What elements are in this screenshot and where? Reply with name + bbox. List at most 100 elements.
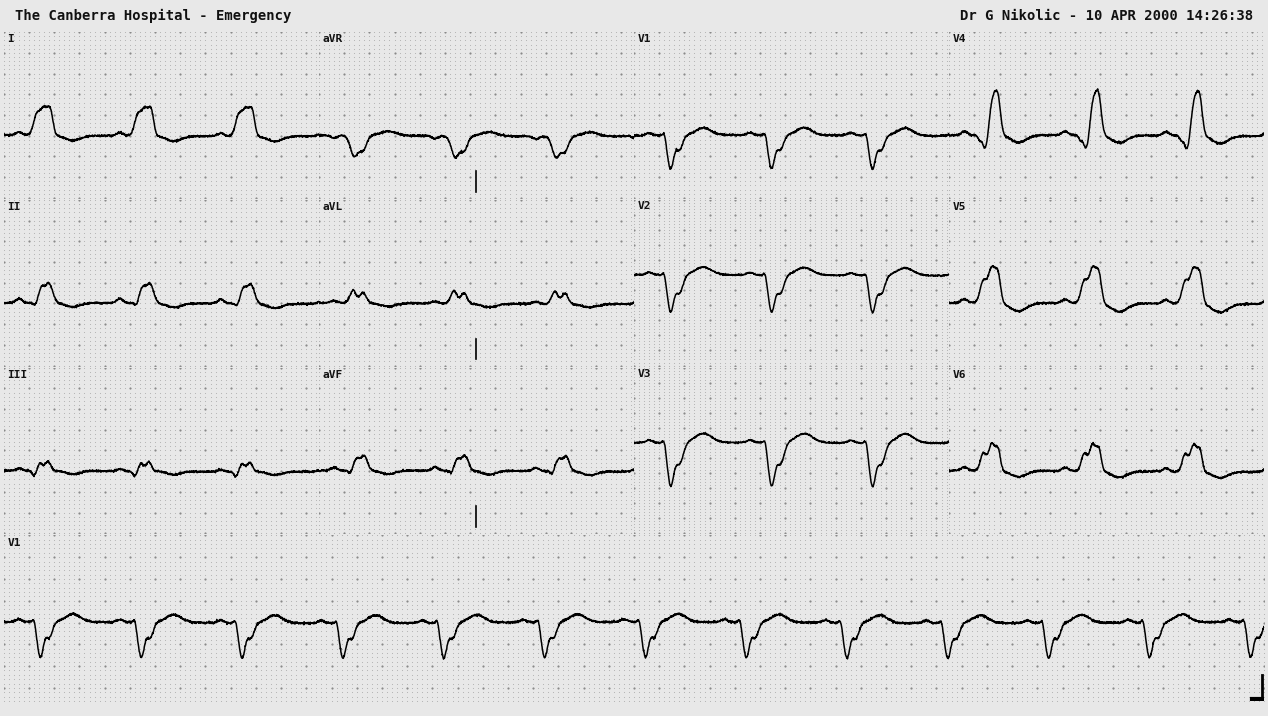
Point [649, 656, 670, 667]
Point [715, 110, 735, 121]
Point [739, 209, 760, 221]
Point [846, 604, 866, 615]
Point [831, 76, 851, 87]
Point [1163, 616, 1183, 628]
Point [951, 652, 971, 663]
Point [1196, 72, 1216, 84]
Point [820, 43, 841, 54]
Point [1252, 273, 1268, 284]
Point [912, 483, 932, 494]
Point [1226, 437, 1246, 448]
Point [611, 198, 631, 210]
Point [954, 331, 974, 342]
Point [34, 560, 55, 571]
Point [297, 326, 317, 338]
Point [216, 674, 236, 685]
Point [24, 92, 44, 104]
Point [1136, 113, 1156, 125]
Point [1211, 302, 1231, 314]
Point [1131, 194, 1151, 205]
Point [226, 273, 246, 284]
Point [1116, 261, 1136, 272]
Point [881, 288, 902, 299]
Point [1101, 352, 1121, 363]
Point [805, 528, 825, 539]
Point [361, 564, 382, 576]
Point [287, 314, 307, 326]
Point [435, 198, 455, 210]
Point [246, 134, 266, 145]
Point [460, 188, 481, 199]
Point [361, 695, 382, 707]
Point [927, 39, 947, 50]
Point [937, 510, 957, 521]
Point [109, 331, 129, 342]
Point [369, 412, 389, 423]
Point [734, 440, 754, 452]
Point [614, 547, 634, 558]
Point [124, 503, 145, 514]
Point [1080, 486, 1101, 498]
Point [150, 440, 170, 452]
Point [165, 64, 185, 75]
Point [1216, 391, 1236, 402]
Point [221, 507, 241, 518]
Point [1146, 261, 1167, 272]
Point [346, 591, 366, 602]
Point [455, 227, 476, 238]
Point [987, 538, 1007, 550]
Point [1060, 223, 1080, 235]
Point [705, 224, 725, 236]
Point [1239, 556, 1259, 567]
Point [49, 403, 70, 415]
Point [581, 188, 601, 199]
Point [1045, 261, 1065, 272]
Point [231, 564, 251, 576]
Point [1075, 277, 1096, 289]
Point [700, 506, 720, 518]
Point [292, 515, 312, 526]
Point [241, 543, 261, 554]
Point [805, 224, 825, 236]
Point [114, 68, 134, 79]
Point [75, 457, 95, 468]
Point [994, 507, 1014, 518]
Point [586, 236, 606, 247]
Point [739, 521, 760, 533]
Point [506, 188, 526, 199]
Point [1078, 660, 1098, 672]
Point [1141, 331, 1161, 342]
Point [1160, 326, 1181, 338]
Point [309, 184, 330, 195]
Point [775, 138, 795, 150]
Point [1111, 35, 1131, 47]
Point [917, 503, 937, 515]
Point [34, 586, 55, 598]
Point [680, 239, 700, 251]
Point [1186, 416, 1206, 427]
Point [705, 197, 725, 208]
Point [964, 519, 984, 531]
Point [555, 343, 576, 354]
Point [1129, 643, 1149, 654]
Point [754, 422, 775, 434]
Point [1173, 556, 1193, 567]
Point [190, 440, 210, 452]
Point [994, 379, 1014, 390]
Point [70, 604, 90, 615]
Point [292, 310, 312, 321]
Point [1236, 192, 1257, 203]
Point [670, 39, 690, 50]
Point [624, 299, 644, 311]
Point [700, 216, 720, 227]
Point [49, 482, 70, 493]
Point [1096, 420, 1116, 431]
Point [394, 498, 415, 510]
Point [938, 256, 960, 268]
Point [1068, 556, 1088, 567]
Point [685, 404, 705, 415]
Point [382, 652, 402, 663]
Point [917, 574, 937, 585]
Point [501, 407, 521, 419]
Point [1141, 281, 1161, 293]
